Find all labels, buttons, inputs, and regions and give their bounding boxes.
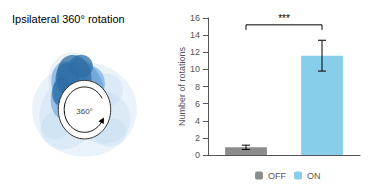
svg-text:360°: 360° bbox=[76, 107, 93, 116]
svg-text:Number of rotations: Number of rotations bbox=[177, 46, 187, 126]
svg-text:Ipsilateral 360° rotation: Ipsilateral 360° rotation bbox=[12, 13, 125, 25]
svg-text:16: 16 bbox=[190, 13, 200, 23]
svg-text:4: 4 bbox=[195, 116, 200, 126]
svg-text:OFF: OFF bbox=[268, 171, 286, 181]
svg-text:8: 8 bbox=[195, 82, 200, 92]
svg-text:2: 2 bbox=[195, 133, 200, 143]
svg-text:10: 10 bbox=[190, 64, 200, 74]
svg-text:12: 12 bbox=[190, 47, 200, 57]
svg-text:6: 6 bbox=[195, 99, 200, 109]
svg-text:***: *** bbox=[278, 13, 290, 24]
svg-text:14: 14 bbox=[190, 30, 200, 40]
svg-text:0: 0 bbox=[195, 150, 200, 160]
svg-text:ON: ON bbox=[307, 171, 321, 181]
